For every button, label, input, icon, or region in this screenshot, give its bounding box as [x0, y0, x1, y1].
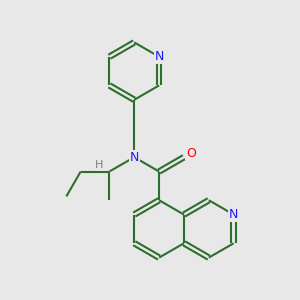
Text: O: O — [186, 147, 196, 160]
Text: H: H — [94, 160, 103, 170]
Text: N: N — [130, 151, 139, 164]
Text: N: N — [229, 208, 238, 221]
Text: N: N — [154, 50, 164, 63]
